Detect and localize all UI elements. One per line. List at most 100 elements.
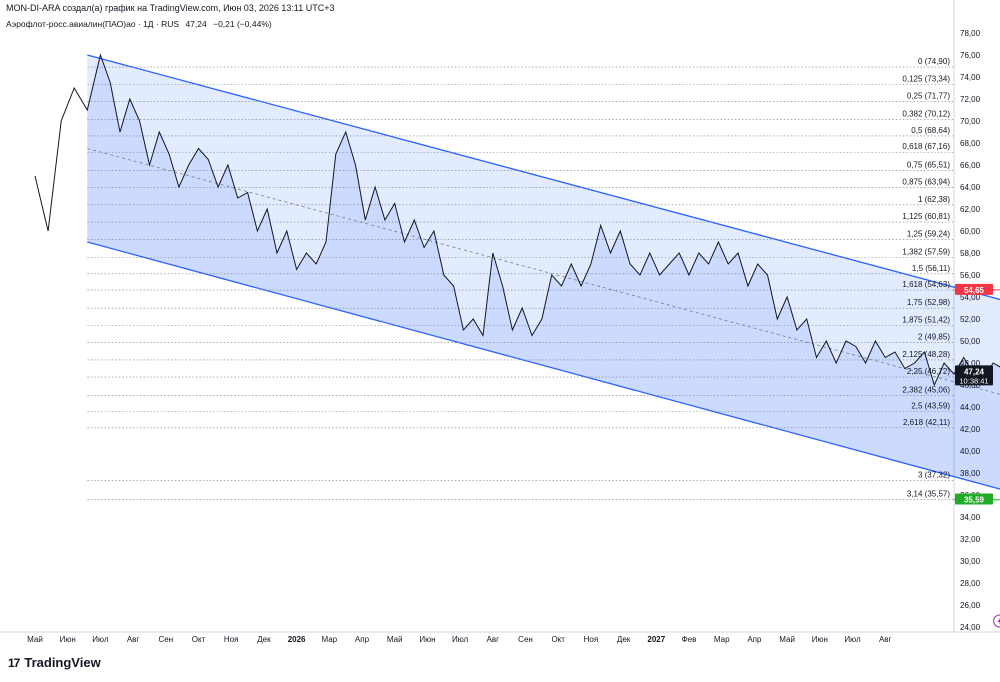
time-axis-tick: Дек: [617, 635, 631, 644]
time-axis-tick: Июл: [844, 635, 861, 644]
price-axis-tick: 40,00: [960, 447, 981, 456]
brand-name: TradingView: [24, 655, 101, 670]
fib-level-label: 1,25 (59,24): [907, 229, 950, 238]
time-axis-tick: Окт: [192, 635, 206, 644]
price-axis-tick: 32,00: [960, 535, 981, 544]
price-axis-tick: 24,00: [960, 623, 981, 632]
fib-level-label: 0,125 (73,34): [902, 74, 950, 83]
price-axis-tick: 58,00: [960, 249, 981, 258]
price-axis-tick: 50,00: [960, 337, 981, 346]
fib-level-label: 2,382 (45,06): [902, 385, 950, 394]
time-axis-tick: Авг: [879, 635, 892, 644]
channel-upper-line: [87, 54, 1000, 301]
price-axis-tick: 26,00: [960, 601, 981, 610]
fib-level-label: 0,382 (70,12): [902, 110, 950, 119]
time-axis-tick: Май: [387, 635, 403, 644]
symbol-legend[interactable]: Аэрофлот-росс.авиалин(ПАО)ао · 1Д · RUS …: [6, 19, 276, 29]
price-axis-marker-label: 54,65: [964, 286, 985, 295]
time-axis-tick: Апр: [355, 635, 370, 644]
fib-level-label: 2,125 (48,28): [902, 350, 950, 359]
time-axis-tick: Фев: [682, 635, 697, 644]
price-axis-tick: 62,00: [960, 205, 981, 214]
time-axis-tick: Июл: [92, 635, 109, 644]
historic-range-fill: [87, 55, 1000, 490]
price-axis-tick: 42,00: [960, 425, 981, 434]
fib-level-label: 0,25 (71,77): [907, 92, 950, 101]
time-axis-tick: Сен: [158, 635, 173, 644]
channel-lower-line: [87, 241, 1000, 490]
fib-level-label: 0,5 (68,64): [911, 126, 950, 135]
price-axis-tick: 74,00: [960, 73, 981, 82]
price-axis-marker-label: 35,59: [964, 496, 985, 505]
time-axis-tick: Май: [779, 635, 795, 644]
price-axis-tick: 48,00: [960, 359, 981, 368]
chart-credit: MON-DI-ARA создал(а) график на TradingVi…: [6, 3, 335, 13]
last-price: 47,24: [185, 19, 207, 29]
time-axis-tick: Июн: [60, 635, 76, 644]
price-line: [34, 53, 1000, 387]
fib-level-label: 2 (49,85): [918, 333, 950, 342]
price-axis-tick: 44,00: [960, 403, 981, 412]
time-axis-tick: Дек: [257, 635, 271, 644]
time-axis-tick: Ноя: [224, 635, 239, 644]
fib-level-label: 2,5 (43,59): [911, 402, 950, 411]
time-axis-tick: Апр: [747, 635, 762, 644]
price-axis-tick: 66,00: [960, 161, 981, 170]
fib-level-label: 2,618 (42,11): [903, 418, 950, 427]
time-axis-tick: Мар: [321, 635, 337, 644]
fib-level-label: 1,5 (56,11): [912, 264, 950, 273]
regression-channel-fill: [87, 55, 1000, 490]
fib-level-label: 3,14 (35,57): [907, 490, 950, 499]
time-axis-tick: Окт: [551, 635, 565, 644]
time-axis-tick: Июн: [419, 635, 435, 644]
fib-level-label: 0,875 (63,94): [902, 178, 950, 187]
price-axis-tick: 70,00: [960, 117, 981, 126]
price-axis-marker: [955, 493, 993, 505]
time-axis-tick: Мар: [714, 635, 730, 644]
fib-level-label: 3 (37,32): [918, 470, 950, 479]
fib-level-label: 0,618 (67,16): [902, 142, 950, 151]
lightning-glyph: [997, 618, 1000, 625]
tradingview-logo-icon: 17: [8, 655, 20, 670]
fib-level-label: 1,618 (54,63): [902, 280, 950, 289]
fib-level-label: 1,125 (60,81): [902, 212, 950, 221]
price-axis-tick: 30,00: [960, 557, 981, 566]
symbol-name[interactable]: Аэрофлот-росс.авиалин(ПАО)ао · 1Д · RUS: [6, 19, 180, 29]
fib-level-label: 1,875 (51,42): [902, 315, 950, 324]
fib-level-label: 1,382 (57,59): [902, 248, 950, 257]
price-axis-tick: 28,00: [960, 579, 981, 588]
price-axis-tick: 34,00: [960, 513, 981, 522]
fib-level-label: 1,75 (52,98): [907, 298, 950, 307]
price-axis-tick: 52,00: [960, 315, 981, 324]
tradingview-brand[interactable]: 17 TradingView: [8, 655, 101, 670]
price-axis-marker-label: 47,24: [964, 367, 985, 376]
price-axis-tick: 64,00: [960, 183, 981, 192]
time-axis-tick: 2027: [647, 635, 665, 644]
time-axis-tick: Авг: [127, 635, 140, 644]
time-axis-tick: Июн: [812, 635, 828, 644]
price-change: −0,21 (−0,44%): [213, 19, 272, 29]
time-axis-tick: Ноя: [584, 635, 599, 644]
time-axis-tick: Май: [27, 635, 43, 644]
price-axis-tick: 54,00: [960, 293, 981, 302]
time-axis-tick: 2026: [288, 635, 306, 644]
fib-level-label: 0 (74,90): [918, 57, 950, 66]
price-axis-tick: 46,00: [960, 381, 981, 390]
price-axis-tick: 78,00: [960, 29, 981, 38]
price-axis-tick: 56,00: [960, 271, 981, 280]
time-axis-tick: Авг: [487, 635, 500, 644]
price-axis-marker: [955, 283, 993, 295]
price-axis-marker: [955, 365, 993, 386]
price-chart[interactable]: 0 (74,90) 0,125 (73,34) 0,25 (71,77) 0,382 …: [0, 0, 1000, 650]
countdown-label: 10:38:41: [959, 376, 988, 385]
fib-level-label: 0,75 (65,51): [907, 160, 950, 169]
price-axis-tick: 68,00: [960, 139, 981, 148]
time-axis-tick: Июл: [452, 635, 469, 644]
price-axis-tick: 76,00: [960, 51, 981, 60]
price-axis-tick: 38,00: [960, 469, 981, 478]
fib-level-label: 2,25 (46,72): [907, 367, 950, 376]
price-axis-tick: 72,00: [960, 95, 981, 104]
time-axis-tick: Сен: [518, 635, 533, 644]
fib-level-label: 1 (62,38): [918, 195, 950, 204]
price-axis-tick: 60,00: [960, 227, 981, 236]
